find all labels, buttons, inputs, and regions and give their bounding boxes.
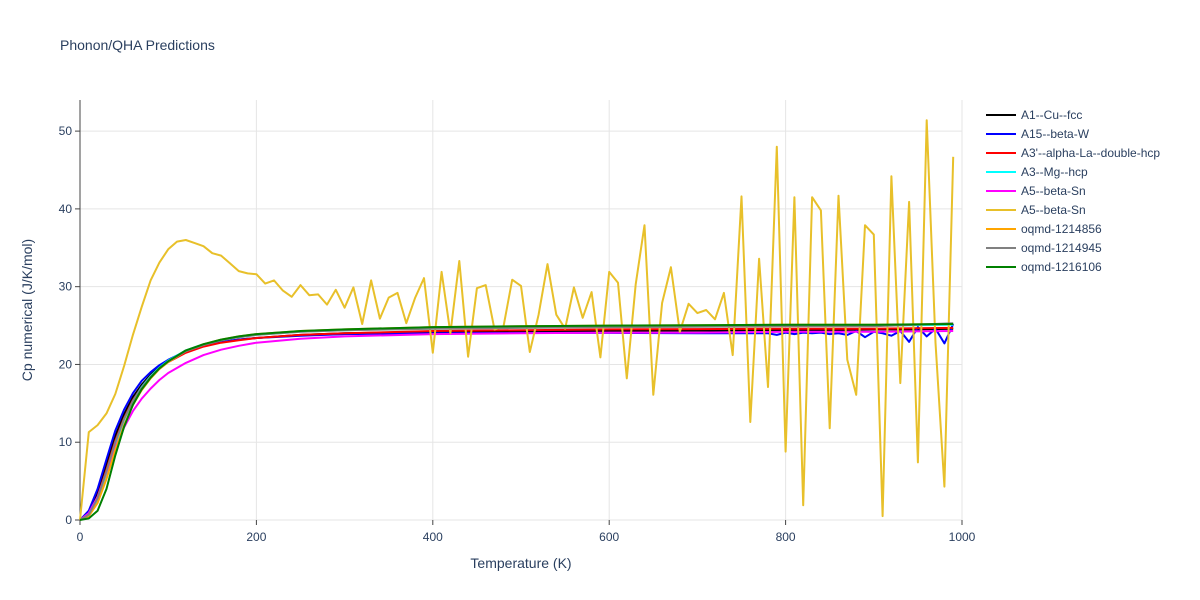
y-tick-label: 40 (59, 202, 73, 216)
legend-item[interactable]: A1--Cu--fcc (986, 108, 1082, 122)
legend-label: A5--beta-Sn (1021, 184, 1086, 198)
series-line-8 (79, 323, 954, 521)
legend-item[interactable]: A5--beta-Sn (986, 203, 1086, 217)
legend-item[interactable]: A5--beta-Sn (986, 184, 1086, 198)
legend-item[interactable]: oqmd-1214856 (986, 222, 1102, 236)
x-tick-label: 800 (776, 530, 796, 544)
legend-label: A5--beta-Sn (1021, 203, 1086, 217)
legend-label: A1--Cu--fcc (1021, 108, 1082, 122)
y-tick-label: 0 (65, 513, 72, 527)
legend-item[interactable]: A15--beta-W (986, 127, 1090, 141)
legend-label: A15--beta-W (1021, 127, 1090, 141)
y-tick-label: 10 (59, 435, 73, 449)
series-line-1 (79, 323, 955, 521)
legend-item[interactable]: A3'--alpha-La--double-hcp (986, 146, 1160, 160)
x-tick-label: 600 (599, 530, 619, 544)
x-tick-label: 400 (423, 530, 443, 544)
legend-item[interactable]: oqmd-1216106 (986, 260, 1102, 274)
y-tick-label: 20 (59, 357, 73, 371)
grid (80, 100, 963, 521)
x-tick-label: 200 (246, 530, 266, 544)
x-ticks: 0 200 400 600 800 1000 (77, 520, 976, 544)
series-line-5 (79, 119, 955, 521)
legend-label: oqmd-1214856 (1021, 222, 1102, 236)
x-axis-title: Temperature (K) (470, 555, 571, 571)
legend-label: A3'--alpha-La--double-hcp (1021, 146, 1160, 160)
legend-label: oqmd-1216106 (1021, 260, 1102, 274)
legend-label: oqmd-1214945 (1021, 241, 1102, 255)
y-tick-label: 30 (59, 280, 73, 294)
legend-label: A3--Mg--hcp (1021, 165, 1088, 179)
chart-title: Phonon/QHA Predictions (60, 37, 215, 53)
y-tick-label: 50 (59, 124, 73, 138)
x-tick-label: 1000 (949, 530, 976, 544)
plot-area (79, 119, 955, 521)
x-tick-label: 0 (77, 530, 84, 544)
y-axis-title: Cp numerical (J/K/mol) (19, 239, 35, 381)
y-ticks: 0 10 20 30 40 50 (59, 124, 80, 527)
legend-item[interactable]: A3--Mg--hcp (986, 165, 1088, 179)
legend-item[interactable]: oqmd-1214945 (986, 241, 1102, 255)
legend: A1--Cu--fcc A15--beta-W A3'--alpha-La--dou… (986, 108, 1160, 274)
